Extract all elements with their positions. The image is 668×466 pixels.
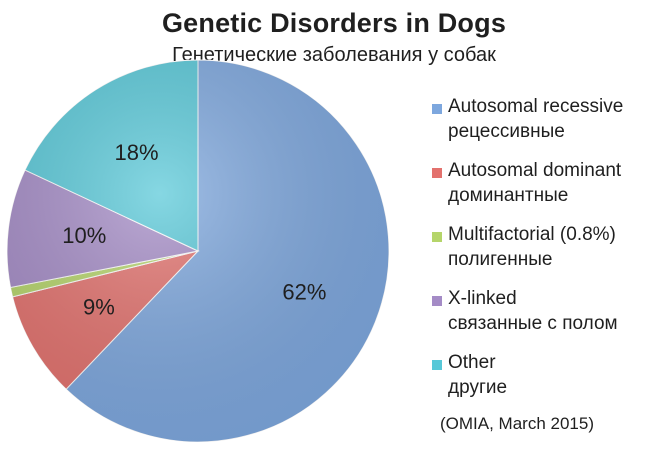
legend-label-ru: полигенные	[448, 249, 553, 270]
legend-item-autosomal-recessive: Autosomal recessive рецессивные	[432, 96, 668, 160]
legend-item-x-linked: X-linked связанные с полом	[432, 288, 668, 352]
pie-data-label-autosomal-dominant: 9%	[83, 294, 115, 319]
legend: Autosomal recessive рецессивные Autosoma…	[432, 96, 668, 416]
legend-item-other: Other другие	[432, 352, 668, 416]
legend-label: Other	[448, 352, 496, 373]
legend-label-ru: связанные с полом	[448, 313, 618, 334]
legend-item-multifactorial: Multifactorial (0.8%) полигенные	[432, 224, 668, 288]
legend-item-autosomal-dominant: Autosomal dominant доминантные	[432, 160, 668, 224]
legend-swatch	[432, 296, 442, 306]
legend-swatch	[432, 104, 442, 114]
legend-label: Autosomal dominant	[448, 160, 622, 181]
pie-data-label-other: 18%	[114, 140, 158, 165]
legend-label: Autosomal recessive	[448, 96, 624, 117]
legend-swatch	[432, 168, 442, 178]
legend-swatch	[432, 360, 442, 370]
pie-data-label-x-linked: 10%	[62, 223, 106, 248]
legend-label: X-linked	[448, 288, 517, 309]
legend-label-ru: доминантные	[448, 185, 569, 206]
chart-title: Genetic Disorders in Dogs	[161, 8, 507, 38]
legend-swatch	[432, 232, 442, 242]
legend-label-ru: рецессивные	[448, 121, 565, 142]
pie-data-labels: 62% 9% 10% 18%	[62, 140, 326, 319]
legend-label: Multifactorial (0.8%)	[448, 224, 616, 245]
pie-data-label-autosomal-recessive: 62%	[282, 279, 326, 304]
pie-slices	[6, 59, 390, 443]
source-note: (OMIA, March 2015)	[440, 414, 594, 433]
legend-label-ru: другие	[448, 377, 508, 398]
